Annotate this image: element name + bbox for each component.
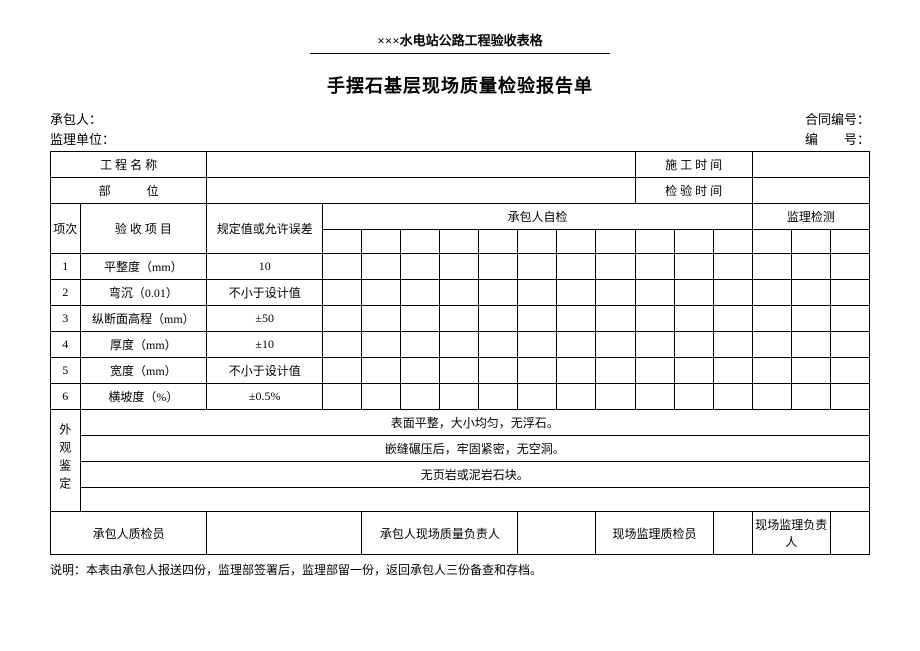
table-row: 2 弯沉（0.01） 不小于设计值 [51,280,870,306]
sign-contractor-lead-label: 承包人现场质量负责人 [362,512,518,555]
construction-time-value [752,152,869,178]
serial-no-label: 编 号： [805,130,870,150]
col-item: 验 收 项 目 [80,204,207,254]
inspection-time-value [752,178,869,204]
row-spec: 不小于设计值 [207,280,323,306]
meta-row-1: 承包人： 合同编号： [50,110,870,130]
row-index: 1 [51,254,81,280]
document-title: 手摆石基层现场质量检验报告单 [50,72,870,98]
sup-sub [791,230,830,254]
self-sub [674,230,713,254]
row-index: 4 [51,332,81,358]
sign-site-inspector-label: 现场监理质检员 [596,512,713,555]
table-row: 5 宽度（mm） 不小于设计值 [51,358,870,384]
appearance-row [80,488,869,512]
appearance-row: 嵌缝碾压后，牢固紧密，无空洞。 [80,436,869,462]
meta-row-2: 监理单位： 编 号： [50,130,870,150]
self-sub [362,230,401,254]
row-spec: ±10 [207,332,323,358]
project-name-label: 工 程 名 称 [51,152,207,178]
row-index: 6 [51,384,81,410]
row-spec: ±0.5% [207,384,323,410]
table-row: 3 纵断面高程（mm） ±50 [51,306,870,332]
project-name-value [207,152,635,178]
sup-sub [830,230,869,254]
sign-site-lead-label: 现场监理负责人 [752,512,830,555]
self-sub [401,230,440,254]
row-item: 平整度（mm） [80,254,207,280]
sign-site-inspector-value [713,512,752,555]
part-value [207,178,635,204]
contractor-label: 承包人： [50,110,102,130]
self-sub [323,230,362,254]
self-sub [596,230,635,254]
self-sub [479,230,518,254]
appearance-row: 无页岩或泥岩石块。 [80,462,869,488]
self-sub [440,230,479,254]
sign-site-lead-value [830,512,869,555]
appearance-row: 表面平整，大小均匀，无浮石。 [80,410,869,436]
table-row: 4 厚度（mm） ±10 [51,332,870,358]
row-index: 3 [51,306,81,332]
sign-contractor-inspector-label: 承包人质检员 [51,512,207,555]
row-item: 横坡度（%） [80,384,207,410]
row-item: 弯沉（0.01） [80,280,207,306]
row-spec: 10 [207,254,323,280]
appearance-label: 外观鉴定 [51,410,81,512]
row-index: 5 [51,358,81,384]
sign-contractor-lead-value [518,512,596,555]
inspection-time-label: 检 验 时 间 [635,178,752,204]
supervisor-label: 监理单位： [50,130,115,150]
row-item: 厚度（mm） [80,332,207,358]
col-index: 项次 [51,204,81,254]
self-sub [518,230,557,254]
self-sub [635,230,674,254]
row-spec: 不小于设计值 [207,358,323,384]
row-spec: ±50 [207,306,323,332]
row-item: 宽度（mm） [80,358,207,384]
part-label: 部 位 [51,178,207,204]
row-index: 2 [51,280,81,306]
inspection-table: 工 程 名 称 施 工 时 间 部 位 检 验 时 间 项次 验 收 项 目 规… [50,151,870,555]
self-sub [713,230,752,254]
table-row: 6 横坡度（%） ±0.5% [51,384,870,410]
col-supervise: 监理检测 [752,204,869,230]
row-item: 纵断面高程（mm） [80,306,207,332]
col-self: 承包人自检 [323,204,752,230]
col-spec: 规定值或允许误差 [207,204,323,254]
table-row: 1 平整度（mm） 10 [51,254,870,280]
footer-note: 说明：本表由承包人报送四份，监理部签署后，监理部留一份，返回承包人三份备查和存档… [50,561,870,579]
contract-no-label: 合同编号： [805,110,870,130]
sign-contractor-inspector-value [207,512,362,555]
self-sub [557,230,596,254]
page-header: ×××水电站公路工程验收表格 [310,30,610,54]
sup-sub [752,230,791,254]
construction-time-label: 施 工 时 间 [635,152,752,178]
